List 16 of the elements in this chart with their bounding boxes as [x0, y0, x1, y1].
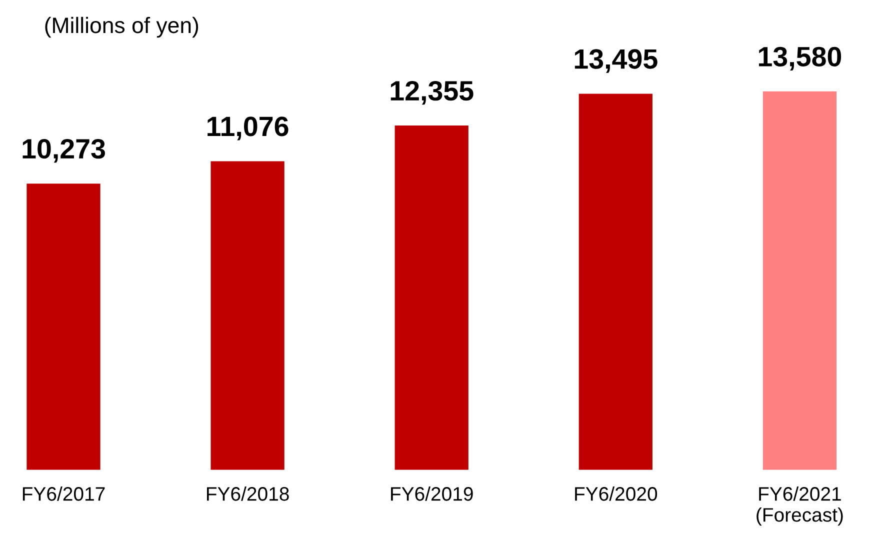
bar [26, 184, 100, 470]
data-label: 13,495 [574, 49, 658, 73]
x-tick-label: FY6/2017 [22, 486, 105, 501]
x-tick-label: FY6/2019 [391, 486, 473, 501]
bar [578, 94, 652, 470]
data-label: 10,273 [22, 138, 105, 163]
bar [762, 91, 837, 470]
data-label: 12,355 [390, 80, 474, 105]
bar [394, 126, 468, 470]
x-tick-label: FY6/2018 [206, 486, 289, 501]
x-tick-label: FY6/2021 (Forecast) [756, 486, 843, 526]
data-label: 11,076 [208, 116, 288, 140]
data-label: 13,580 [758, 46, 842, 71]
bar [210, 161, 284, 470]
y-axis-title: (Millions of yen) [45, 16, 198, 38]
x-tick-label: FY6/2020 [575, 486, 658, 501]
